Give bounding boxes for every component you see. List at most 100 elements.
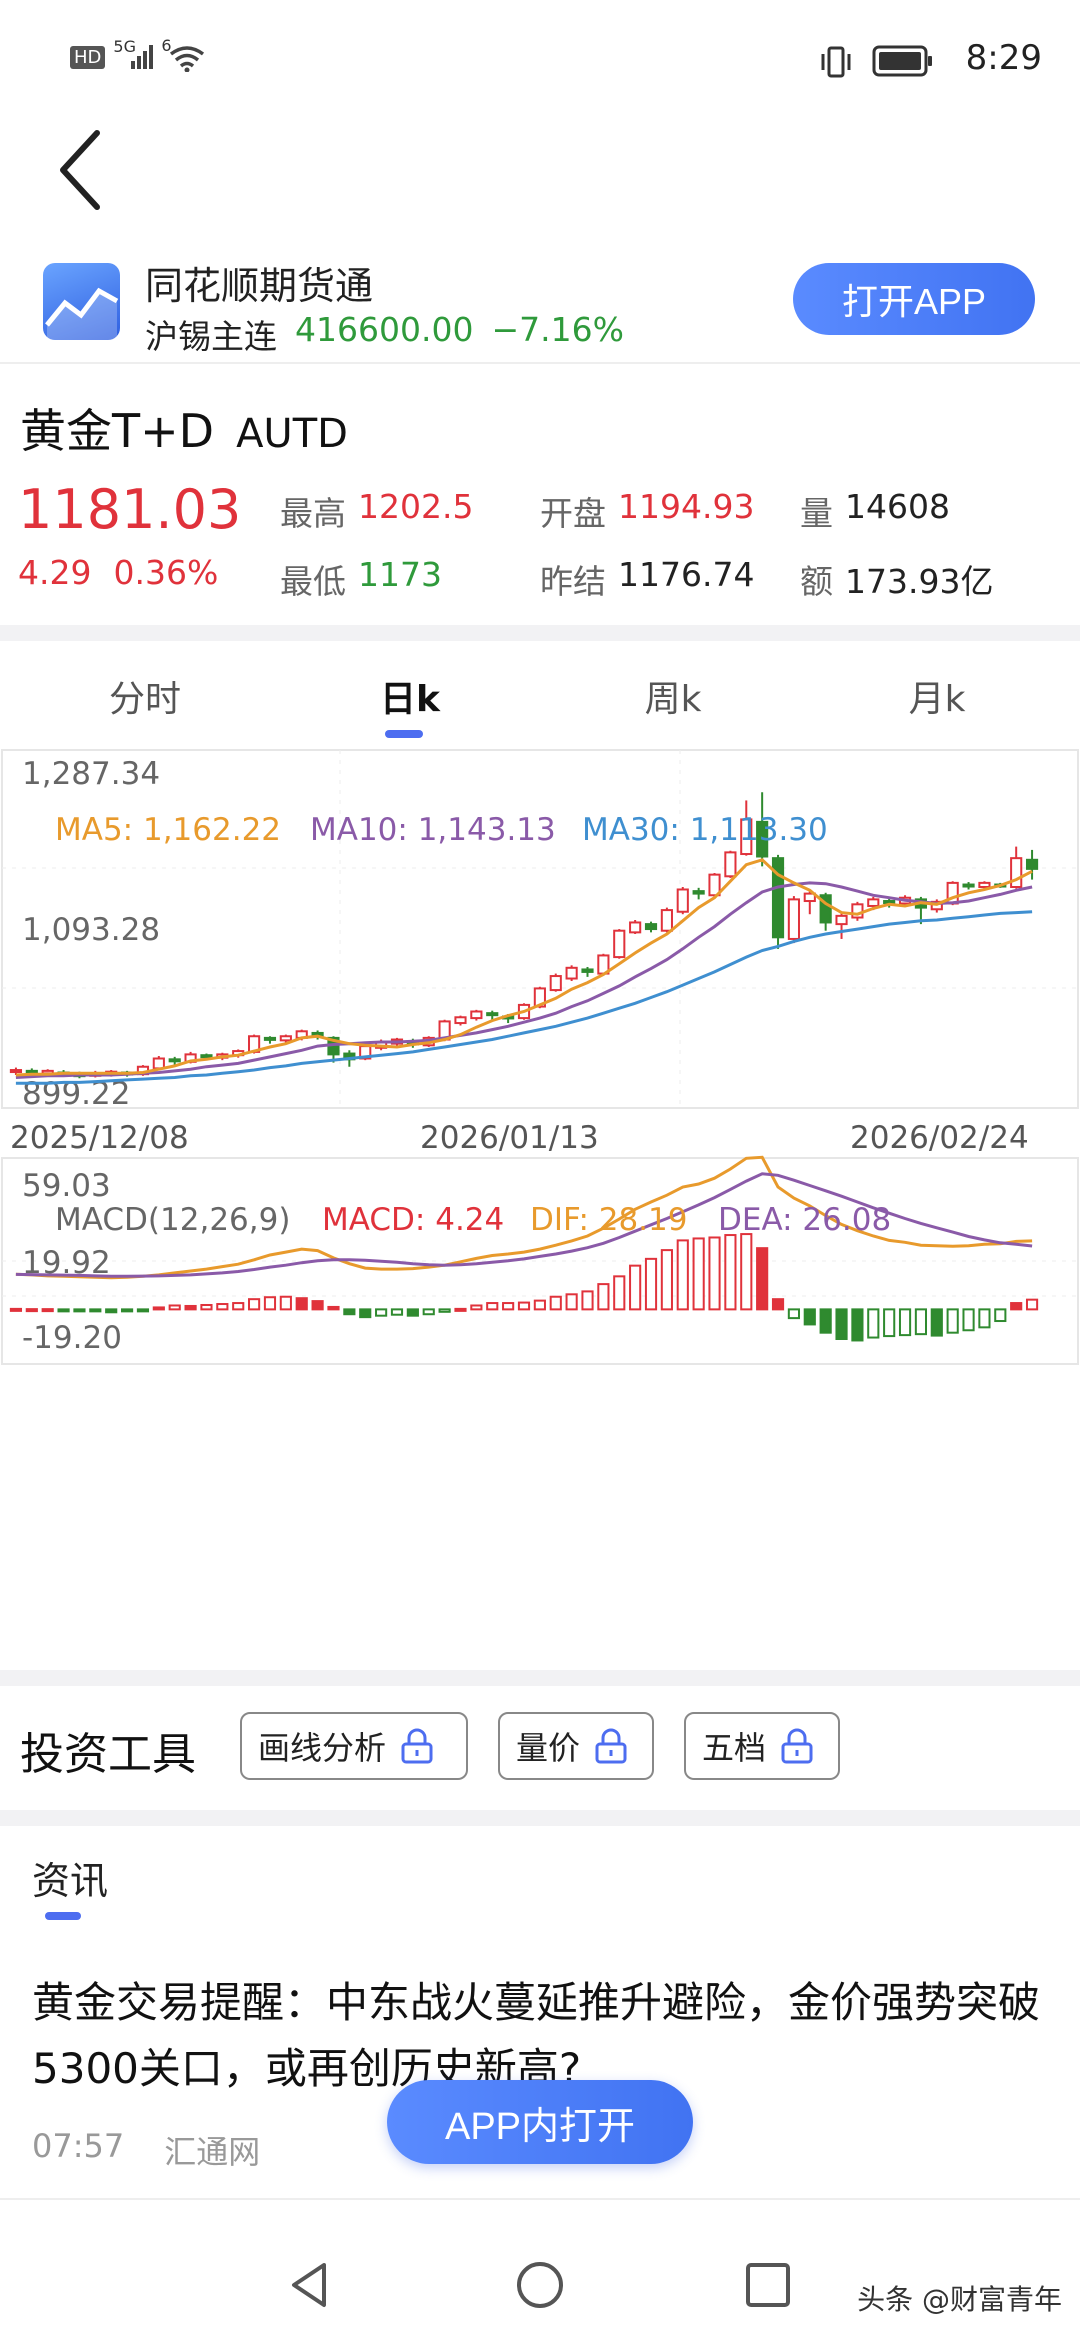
macd-bar	[89, 1308, 102, 1313]
five-level-button[interactable]: 五档	[684, 1712, 840, 1780]
news-tab[interactable]: 资讯	[32, 1859, 109, 1903]
banner-symbol: 沪锡主连	[145, 317, 277, 356]
macd-bar	[184, 1304, 197, 1311]
tool-label: 画线分析	[258, 1729, 387, 1767]
change-value: 4.29	[18, 553, 92, 592]
macd-bar	[327, 1305, 340, 1311]
instrument-title: 黄金T+D AUTD	[20, 395, 348, 461]
lock-icon	[781, 1728, 813, 1764]
macd-bar	[120, 1308, 134, 1313]
hd-badge: HD	[70, 45, 106, 69]
news-source: 汇通网	[164, 2133, 261, 2171]
prev-value: 1176.74	[618, 555, 755, 594]
candle-body	[549, 975, 562, 992]
app-logo	[43, 263, 120, 340]
macd-bar	[1025, 1298, 1039, 1311]
macd-bar	[930, 1308, 943, 1337]
macd-bar	[470, 1304, 483, 1311]
macd-bar	[263, 1296, 277, 1311]
back-icon[interactable]	[55, 125, 115, 215]
macd-bar	[375, 1308, 388, 1317]
news-meta: 07:57 汇通网	[32, 2127, 260, 2173]
macd-bar	[486, 1302, 499, 1311]
candle-body	[676, 888, 689, 913]
section-gap	[0, 1670, 1080, 1686]
chart-frame	[1, 749, 1079, 1109]
candle-body	[613, 929, 626, 959]
open-label: 开盘	[540, 494, 606, 533]
macd-bar	[25, 1308, 38, 1313]
nav-home-icon[interactable]	[510, 2255, 570, 2315]
candle-body	[660, 909, 673, 932]
battery-icon	[872, 45, 932, 77]
macd-bar	[549, 1295, 562, 1311]
draw-line-analysis-button[interactable]: 画线分析	[240, 1712, 468, 1780]
news-headline[interactable]: 黄金交易提醒：中东战火蔓延推升避险，金价强势突破5300关口，或再创历史新高?	[32, 1978, 1041, 2093]
divider	[0, 2198, 1080, 2200]
prev-label: 昨结	[540, 562, 606, 601]
macd-bar	[835, 1308, 848, 1340]
nav-back-icon[interactable]	[280, 2255, 340, 2315]
macd-bar	[422, 1308, 435, 1316]
amount-value: 173.93亿	[845, 562, 994, 601]
candle-body	[724, 851, 737, 878]
macd-bar	[867, 1308, 880, 1339]
nav-recents-icon[interactable]	[738, 2255, 798, 2315]
macd-bar	[883, 1308, 896, 1338]
x-tick-label: 2026/02/24	[850, 1120, 1029, 1156]
macd-bar	[295, 1297, 308, 1311]
candle-body	[629, 921, 642, 934]
macd-bar	[898, 1308, 912, 1337]
tab-monthly-k[interactable]: 月k	[908, 679, 966, 720]
macd-bar	[962, 1308, 975, 1332]
prev-settle-stat: 昨结 1176.74	[540, 555, 754, 603]
x-tick-label: 2025/12/08	[10, 1120, 189, 1156]
candle-body	[819, 894, 832, 924]
tab-daily-k[interactable]: 日k	[380, 679, 440, 720]
ma5-line	[15, 858, 1033, 1077]
open-app-button[interactable]: 打开APP	[793, 263, 1035, 335]
candle-body	[25, 1069, 38, 1074]
tool-label: 量价	[516, 1729, 581, 1767]
candle-body	[962, 883, 975, 888]
candle-body	[454, 1016, 467, 1025]
network-indicators: HD 5G 6	[70, 36, 209, 72]
macd-bar	[359, 1308, 372, 1319]
ma30-line	[15, 910, 1033, 1085]
macd-bar	[644, 1257, 658, 1311]
candle-body	[1010, 857, 1023, 889]
banner-change: −7.16%	[491, 310, 624, 349]
ma-legend: MA5: 1,162.22	[55, 812, 281, 848]
macd-bar	[565, 1293, 578, 1311]
candle-body	[978, 881, 991, 889]
ma10-line	[15, 881, 1033, 1079]
y-tick-label: 1,093.28	[22, 912, 160, 948]
open-stat: 开盘 1194.93	[540, 487, 754, 535]
macd-tick-label: 59.03	[22, 1168, 111, 1204]
candle-body	[835, 914, 848, 926]
macd-bar	[1010, 1302, 1023, 1311]
candle-body	[565, 966, 578, 980]
candle-body	[263, 1036, 277, 1041]
candle-body	[708, 873, 721, 897]
macd-bar	[216, 1303, 229, 1311]
instrument-name: 黄金T+D	[20, 404, 215, 458]
volume-price-button[interactable]: 量价	[498, 1712, 654, 1780]
macd-legend: DIF: 28.19	[530, 1202, 687, 1238]
candle-body	[756, 820, 769, 858]
macd-bar	[660, 1249, 673, 1311]
macd-bar	[597, 1283, 610, 1311]
macd-bar	[613, 1275, 626, 1311]
macd-tick-label: -19.20	[22, 1320, 122, 1356]
macd-bar	[152, 1306, 165, 1311]
macd-title: MACD(12,26,9)	[55, 1202, 290, 1238]
macd-bar	[406, 1308, 419, 1317]
macd-bar	[629, 1264, 642, 1311]
macd-bar	[248, 1298, 261, 1311]
open-in-app-button[interactable]: APP内打开	[387, 2080, 693, 2164]
banner-price: 416600.00	[295, 310, 474, 349]
tab-intraday[interactable]: 分时	[108, 679, 181, 720]
macd-bar	[692, 1237, 705, 1311]
tab-weekly-k[interactable]: 周k	[644, 679, 702, 720]
